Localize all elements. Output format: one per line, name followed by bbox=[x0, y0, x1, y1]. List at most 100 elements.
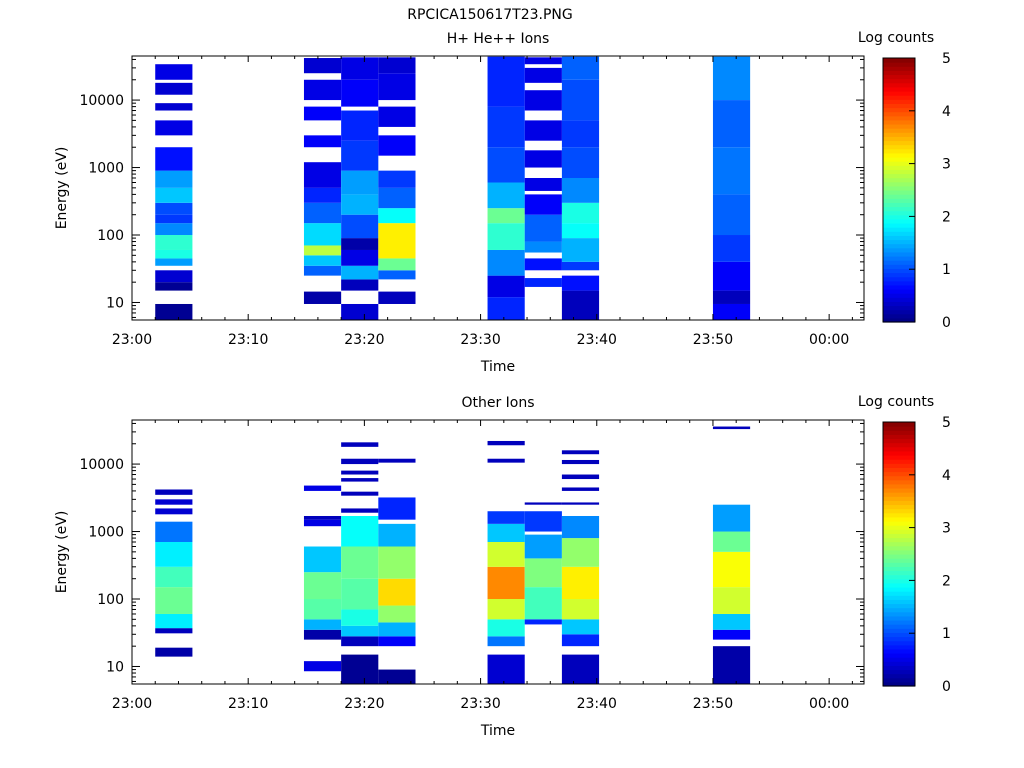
colorbar-segment bbox=[883, 231, 915, 236]
colorbar-tick-label: 4 bbox=[942, 468, 951, 484]
spectrogram-cell bbox=[341, 478, 379, 482]
spectrogram-cell bbox=[524, 502, 562, 505]
colorbar-segment bbox=[883, 185, 915, 191]
colorbar-segment bbox=[883, 504, 915, 510]
colorbar-segment bbox=[883, 66, 915, 71]
colorbar-segment bbox=[883, 169, 915, 175]
colorbar-segment bbox=[883, 309, 915, 315]
colorbar-label: Log counts bbox=[858, 30, 934, 46]
colorbar-tick-label: 5 bbox=[942, 51, 951, 67]
spectrogram-cell bbox=[524, 90, 562, 111]
colorbar-segment bbox=[883, 681, 915, 687]
colorbar-segment bbox=[883, 148, 915, 154]
spectrogram-cell bbox=[487, 147, 525, 183]
spectrogram-cell bbox=[341, 515, 379, 547]
spectrogram-cell bbox=[487, 599, 525, 620]
spectrogram-cell bbox=[487, 440, 525, 446]
colorbar-segment bbox=[883, 210, 915, 216]
spectrogram-cell bbox=[487, 56, 525, 107]
spectrogram-cell bbox=[561, 56, 600, 80]
spectrogram-cell bbox=[487, 249, 525, 276]
x-tick-label: 23:30 bbox=[460, 696, 500, 712]
colorbar-segment bbox=[883, 648, 915, 654]
colorbar-segment bbox=[883, 562, 915, 567]
colorbar-segment bbox=[883, 496, 915, 501]
colorbar-segment bbox=[883, 591, 915, 596]
x-tick-label: 00:00 bbox=[809, 332, 849, 348]
colorbar-segment bbox=[883, 107, 915, 113]
spectrogram-cell bbox=[303, 572, 342, 600]
spectrogram-cell bbox=[487, 458, 525, 463]
colorbar-segment bbox=[883, 227, 915, 232]
colorbar-segment bbox=[883, 177, 915, 183]
colorbar-segment bbox=[883, 239, 915, 245]
spectrogram-cell bbox=[378, 605, 416, 623]
colorbar-segment bbox=[883, 317, 915, 323]
spectrogram-cell bbox=[487, 182, 525, 209]
colorbar-segment bbox=[883, 430, 915, 435]
colorbar-segment bbox=[883, 157, 915, 162]
x-tick-label: 23:20 bbox=[344, 696, 384, 712]
colorbar-segment bbox=[883, 165, 915, 170]
colorbar-segment bbox=[883, 276, 915, 282]
colorbar-segment bbox=[883, 119, 915, 125]
spectrogram-cell bbox=[341, 140, 379, 171]
panel-1: 23:00 23:10 23:20 23:30 23:40 23:50 00:0010100… bbox=[54, 30, 951, 375]
colorbar-segment bbox=[883, 301, 915, 307]
colorbar-segment bbox=[883, 251, 915, 257]
x-tick-label: 23:20 bbox=[344, 332, 384, 348]
spectrogram-cell bbox=[155, 587, 193, 614]
spectrogram-cell bbox=[378, 135, 416, 156]
spectrogram-cell bbox=[378, 187, 416, 209]
x-tick-label: 23:50 bbox=[693, 696, 733, 712]
panel-2: 23:00 23:10 23:20 23:30 23:40 23:50 00:0010100… bbox=[54, 394, 951, 739]
spectrogram-cell bbox=[712, 426, 751, 430]
colorbar-segment bbox=[883, 272, 915, 278]
spectrogram-cell bbox=[524, 120, 562, 141]
colorbar-segment bbox=[883, 512, 915, 518]
spectrogram-cell bbox=[155, 82, 193, 95]
spectrogram-cell bbox=[487, 619, 525, 637]
spectrogram-cell bbox=[487, 275, 525, 298]
spectrogram-cell bbox=[303, 245, 342, 256]
spectrogram-cell bbox=[561, 290, 600, 320]
colorbar-segment bbox=[883, 289, 915, 294]
colorbar-tick-label: 1 bbox=[942, 262, 951, 278]
y-tick-label: 100 bbox=[97, 592, 124, 608]
spectrogram-cell bbox=[712, 194, 751, 236]
colorbar-segment bbox=[883, 99, 915, 104]
colorbar-tick-label: 2 bbox=[942, 209, 951, 225]
spectrogram-cell bbox=[561, 261, 600, 271]
spectrogram-cell bbox=[712, 100, 751, 148]
colorbar-segment bbox=[883, 463, 915, 468]
spectrogram-cell bbox=[155, 282, 193, 291]
colorbar-segment bbox=[883, 653, 915, 658]
spectrogram-cell bbox=[487, 297, 525, 320]
spectrogram-cell bbox=[378, 497, 416, 520]
spectrogram-cell bbox=[303, 599, 342, 620]
spectrogram-cell bbox=[561, 566, 600, 600]
colorbar-segment bbox=[883, 582, 915, 588]
x-tick-label: 23:40 bbox=[577, 696, 617, 712]
x-axis-label: Time bbox=[480, 359, 515, 375]
spectrogram-cell bbox=[341, 654, 379, 684]
spectrogram-cell bbox=[712, 303, 751, 320]
colorbar-segment bbox=[883, 293, 915, 298]
colorbar-segment bbox=[883, 91, 915, 96]
x-tick-label: 23:30 bbox=[460, 332, 500, 348]
spectrogram-cell bbox=[341, 609, 379, 626]
colorbar-segment bbox=[883, 235, 915, 241]
spectrogram-cell bbox=[712, 235, 751, 262]
colorbar-segment bbox=[883, 611, 915, 617]
colorbar-segment bbox=[883, 554, 915, 559]
panels: 23:00 23:10 23:20 23:30 23:40 23:50 00:0010100… bbox=[54, 30, 951, 739]
y-axis-label: Energy (eV) bbox=[54, 147, 70, 230]
spectrogram-cell bbox=[155, 120, 193, 136]
spectrogram-cell bbox=[378, 170, 416, 188]
colorbar-segment bbox=[883, 533, 915, 539]
colorbar-segment bbox=[883, 475, 915, 481]
spectrogram-cell bbox=[303, 485, 342, 491]
colorbar-segment bbox=[883, 74, 915, 80]
spectrogram-cell bbox=[524, 214, 562, 242]
colorbar-segment bbox=[883, 566, 915, 572]
